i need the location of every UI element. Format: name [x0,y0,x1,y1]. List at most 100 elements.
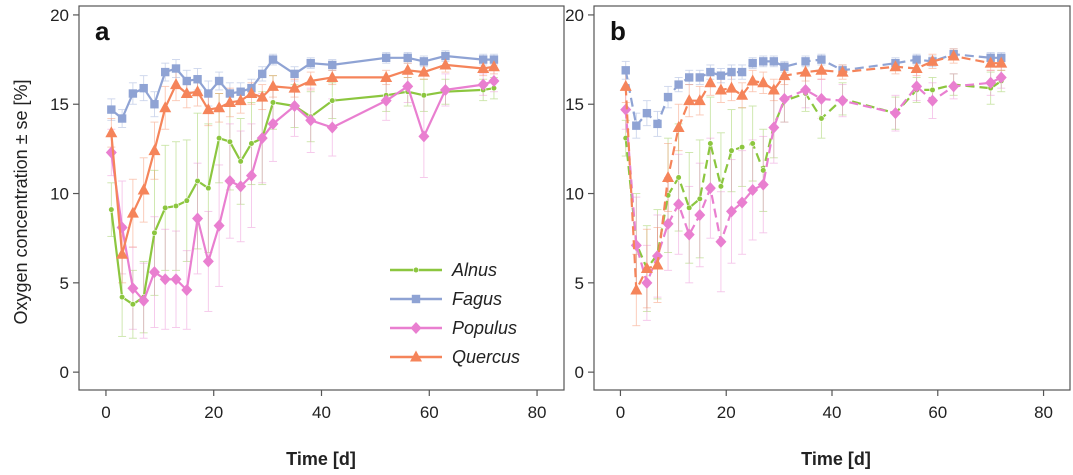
legend-label: Alnus [451,260,497,280]
data-point-populus [837,94,849,107]
x-tick-label: 80 [528,403,547,422]
data-point-populus [926,94,938,107]
data-point-populus [213,219,225,232]
data-point-populus [256,132,268,145]
data-point-fagus [737,67,747,77]
data-point-fagus [801,57,810,66]
data-point-quercus [736,88,749,100]
data-point-populus [439,83,451,96]
data-point-populus [380,94,392,107]
data-point-quercus [704,76,717,88]
data-point-populus [127,282,139,295]
data-point-quercus [159,101,172,113]
data-point-quercus [662,170,675,182]
data-point-populus [267,117,279,130]
data-point-fagus [139,83,148,93]
data-point-alnus [717,183,725,190]
y-tick-label: 20 [50,6,69,25]
data-point-quercus [630,283,643,295]
data-point-fagus [128,89,138,98]
data-point-fagus [727,67,736,77]
legend-swatch-marker [412,266,420,274]
data-point-populus [402,80,414,93]
data-point-quercus [651,258,664,270]
data-point-populus [418,130,430,143]
legend-item-quercus: Quercus [390,347,520,367]
data-point-quercus [267,79,279,91]
data-point-quercus [910,62,923,74]
data-point-quercus [170,78,182,90]
legend-item-populus: Populus [390,318,517,338]
data-point-populus [138,294,150,307]
data-point-quercus [836,65,849,77]
data-point-quercus [417,65,430,77]
data-point-alnus [738,143,746,151]
data-point-quercus [757,76,770,88]
legend-swatch-marker [410,350,422,362]
data-point-populus [815,92,827,105]
data-point-populus [235,180,247,193]
data-point-alnus [226,138,233,145]
data-point-quercus [640,262,653,274]
x-axis-label-b: Time [d] [801,449,871,469]
data-point-populus [202,255,214,268]
data-point-populus [768,121,780,134]
data-point-fagus [150,100,159,109]
data-point-fagus [441,51,450,61]
data-point-alnus [686,204,693,211]
y-tick-label: 10 [565,185,584,204]
data-point-fagus [161,67,170,77]
data-point-fagus [653,119,662,129]
data-point-alnus [237,158,244,165]
y-tick-label: 5 [60,274,69,293]
data-point-alnus [818,115,825,122]
data-point-quercus [245,87,258,99]
data-point-populus [170,273,182,286]
data-point-alnus [119,294,126,301]
data-point-alnus [929,86,936,94]
legend-swatch-marker [410,322,422,334]
data-point-fagus [748,58,757,68]
chart-panels: 0 5 10 15 20 0 20 40 60 80 a 0 5 10 15 20 0 20 40 60 80 b [50,5,1071,422]
data-point-alnus [269,99,277,106]
x-tick-label: 0 [616,403,625,422]
data-point-fagus [290,69,299,79]
panel-a: 0 5 10 15 20 0 20 40 60 80 a [50,5,565,422]
data-point-quercus [984,56,997,68]
data-point-alnus [329,97,336,104]
data-point-fagus [759,57,768,66]
data-point-fagus [769,57,779,66]
data-point-fagus [117,114,127,123]
data-point-alnus [162,204,169,211]
data-point-quercus [799,65,812,77]
data-point-quercus [223,95,236,107]
legend: Alnus Fagus Populus Quercus [390,260,520,367]
data-point-fagus [171,64,181,73]
data-point-quercus [116,247,129,259]
plot-frame [593,5,1071,391]
data-point-alnus [183,197,190,204]
data-point-quercus [815,63,828,75]
data-point-populus [985,76,997,89]
data-point-fagus [817,55,826,64]
data-point-fagus [489,55,499,64]
data-point-quercus [487,60,500,72]
data-point-quercus [401,63,414,75]
data-point-alnus [420,92,427,99]
data-point-quercus [778,69,791,81]
data-point-populus [694,208,706,221]
data-point-fagus [306,58,315,68]
x-tick-label: 20 [717,403,736,422]
data-point-populus [995,71,1007,84]
data-point-quercus [619,79,632,91]
data-point-fagus [621,66,630,75]
data-point-fagus [236,87,245,96]
data-point-quercus [947,49,960,61]
data-point-quercus [126,206,139,218]
data-point-alnus [129,301,136,308]
data-point-populus [181,283,193,296]
data-point-populus [778,92,790,105]
data-point-fagus [268,55,278,64]
data-point-fagus [204,89,213,98]
